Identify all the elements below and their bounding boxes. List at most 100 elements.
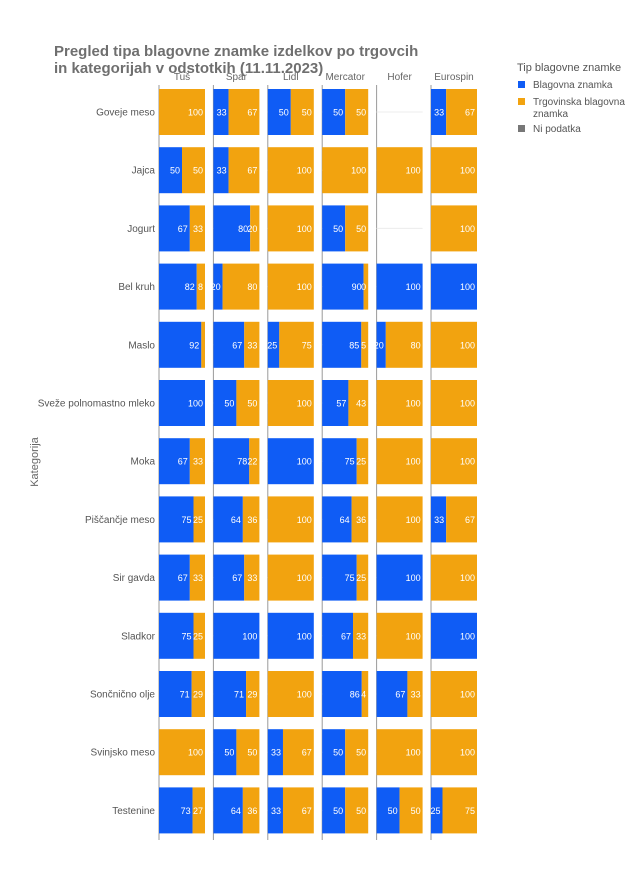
value-label-trgovinska: 33 (193, 573, 203, 583)
value-label-blagovna: 25 (430, 806, 440, 816)
value-label-trgovinska: 25 (193, 515, 203, 525)
bar-trgovinska-znamka (376, 612, 423, 659)
legend-swatch (518, 98, 525, 105)
bar-trgovinska-znamka (236, 380, 260, 426)
value-label-trgovinska: 100 (460, 166, 475, 176)
value-label-trgovinska: 100 (297, 282, 312, 292)
value-label-blagovna: 20 (211, 282, 221, 292)
bar-trgovinska-znamka (431, 729, 477, 776)
value-label-trgovinska: 100 (460, 224, 475, 234)
bar-blagovna-znamka (322, 380, 349, 426)
value-label-blagovna: 75 (345, 457, 355, 467)
value-label-blagovna: 67 (178, 224, 188, 234)
store-header-tuš: Tuš (174, 72, 190, 83)
value-label-trgovinska: 36 (356, 515, 366, 525)
bar-trgovinska-znamka (196, 263, 205, 310)
bar-blagovna-znamka (213, 729, 237, 776)
bar-trgovinska-znamka (351, 496, 369, 543)
bar-trgovinska-znamka (442, 787, 477, 834)
value-label-trgovinska: 100 (460, 340, 475, 350)
bar-blagovna-znamka (322, 554, 357, 601)
store-header-hofer: Hofer (387, 72, 412, 83)
value-label-blagovna: 71 (180, 690, 190, 700)
value-label-trgovinska: 75 (465, 806, 475, 816)
bar-blagovna-znamka (376, 321, 386, 368)
bar-trgovinska-znamka (267, 496, 314, 543)
bar-blagovna-znamka (267, 321, 280, 368)
bar-trgovinska-znamka (431, 147, 477, 194)
bar-trgovinska-znamka (159, 89, 205, 135)
bar-trgovinska-znamka (191, 671, 205, 717)
value-label-blagovna: 71 (234, 690, 244, 700)
bar-blagovna-znamka (159, 263, 197, 310)
value-label-trgovinska: 100 (297, 515, 312, 525)
bar-trgovinska-znamka (193, 612, 205, 659)
value-label-blagovna: 25 (267, 340, 277, 350)
bar-trgovinska-znamka (345, 205, 369, 252)
value-label-blagovna: 67 (232, 573, 242, 583)
value-label-trgovinska: 50 (356, 224, 366, 234)
value-label-trgovinska: 50 (302, 108, 312, 118)
value-label-trgovinska: 100 (460, 573, 475, 583)
bar-trgovinska-znamka (446, 89, 477, 135)
bar-blagovna-znamka (213, 380, 237, 426)
value-label-trgovinska: 29 (193, 690, 203, 700)
category-label: Moka (131, 457, 156, 468)
value-label-blagovna: 100 (297, 631, 312, 641)
value-label-trgovinska: 100 (406, 399, 421, 409)
bar-trgovinska-znamka (244, 554, 260, 601)
value-label-blagovna: 82 (185, 282, 195, 292)
category-label: Sladkor (121, 631, 156, 642)
bar-blagovna-znamka (213, 147, 229, 194)
bar-trgovinska-znamka (192, 787, 205, 834)
category-label: Testenine (112, 806, 155, 817)
bar-trgovinska-znamka (282, 787, 314, 834)
bar-trgovinska-znamka (446, 496, 477, 543)
value-label-trgovinska: 100 (460, 457, 475, 467)
bar-blagovna-znamka (322, 89, 346, 135)
bar-trgovinska-znamka (431, 671, 477, 717)
value-label-trgovinska: 5 (361, 340, 366, 350)
value-label-blagovna: 50 (333, 748, 343, 758)
value-label-trgovinska: 33 (193, 457, 203, 467)
bar-blagovna-znamka (322, 496, 352, 543)
bar-trgovinska-znamka (431, 321, 477, 368)
value-label-blagovna: 50 (388, 806, 398, 816)
value-label-blagovna: 75 (181, 631, 191, 641)
bar-trgovinska-znamka (290, 89, 314, 135)
bar-trgovinska-znamka (361, 321, 369, 368)
value-label-trgovinska: 100 (188, 748, 203, 758)
bar-blagovna-znamka (159, 321, 202, 368)
bar-trgovinska-znamka (345, 729, 369, 776)
bar-trgovinska-znamka (345, 787, 369, 834)
legend-label: znamka (533, 109, 568, 120)
y-axis-title: Kategorija (29, 436, 41, 486)
bar-trgovinska-znamka (282, 729, 314, 776)
bar-blagovna-znamka (322, 729, 346, 776)
value-label-blagovna: 67 (395, 690, 405, 700)
bar-blagovna-znamka (267, 89, 291, 135)
bar-blagovna-znamka (431, 612, 477, 659)
value-label-trgovinska: 50 (356, 108, 366, 118)
value-label-blagovna: 73 (181, 806, 191, 816)
category-label: Jajca (132, 166, 156, 177)
bar-trgovinska-znamka (376, 147, 423, 194)
bar-trgovinska-znamka (242, 496, 260, 543)
bar-blagovna-znamka (213, 671, 247, 717)
value-label-blagovna: 78 (237, 457, 247, 467)
bar-trgovinska-znamka (228, 89, 260, 135)
value-label-trgovinska: 80 (247, 282, 257, 292)
value-label-trgovinska: 33 (247, 573, 257, 583)
value-label-trgovinska: 100 (406, 166, 421, 176)
bar-blagovna-znamka (159, 205, 190, 252)
value-label-blagovna: 50 (224, 748, 234, 758)
bar-trgovinska-znamka (242, 787, 260, 834)
value-label-blagovna: 50 (333, 806, 343, 816)
store-header-eurospin: Eurospin (434, 72, 473, 83)
value-label-blagovna: 50 (224, 399, 234, 409)
value-label-blagovna: 50 (333, 108, 343, 118)
bar-blagovna-znamka (322, 263, 364, 310)
value-label-blagovna: 90 (352, 282, 362, 292)
value-label-blagovna: 33 (434, 108, 444, 118)
